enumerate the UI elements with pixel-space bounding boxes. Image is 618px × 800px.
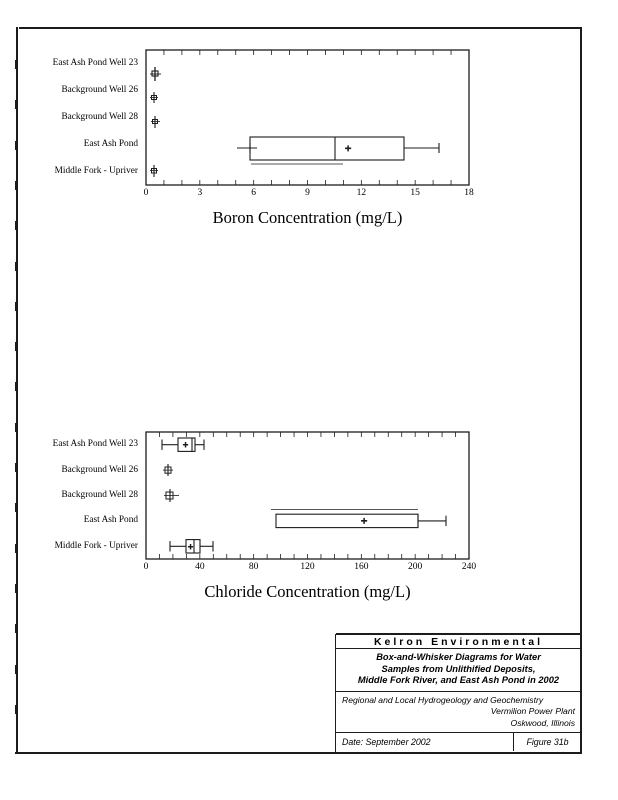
- svg-text:+: +: [188, 542, 193, 552]
- svg-text:+: +: [345, 143, 351, 155]
- svg-text:+: +: [183, 440, 188, 450]
- svg-text:+: +: [361, 516, 367, 528]
